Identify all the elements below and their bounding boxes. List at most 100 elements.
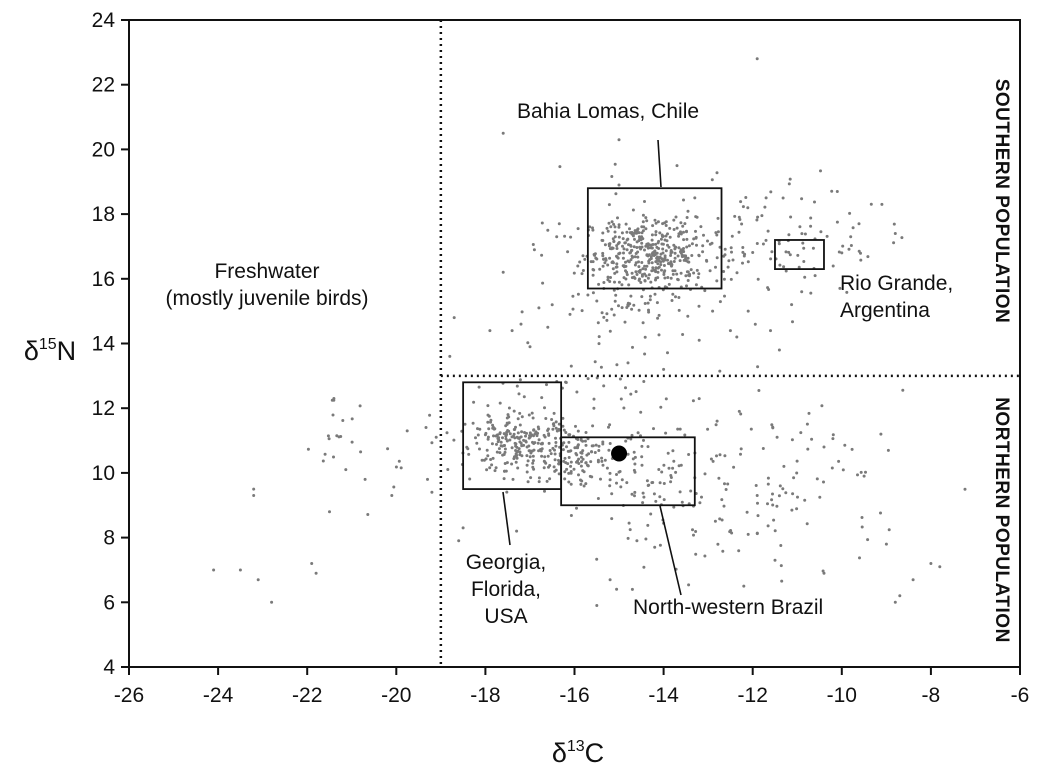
data-point [314,571,318,575]
data-point [662,482,666,485]
data-point [665,239,669,243]
data-point [589,460,593,464]
data-point [323,452,327,456]
data-point [850,447,854,451]
data-point [543,455,547,459]
data-point [575,460,578,464]
data-point [700,495,703,499]
data-point [628,528,632,532]
data-point [856,473,859,477]
data-point [601,251,605,255]
data-point [685,237,689,241]
data-point [448,354,452,358]
data-point [631,345,634,349]
data-point [600,311,604,315]
data-point [679,271,683,275]
data-point [685,245,689,249]
data-point [657,247,661,250]
data-point [938,565,942,569]
data-point [598,267,602,271]
region-box [586,187,723,290]
data-point [695,243,698,247]
data-point [687,453,691,456]
data-point [610,247,614,251]
data-point [626,452,630,456]
data-point [723,482,726,486]
data-point [617,252,621,256]
data-point [605,226,609,230]
data-point [516,417,520,421]
data-point [646,246,650,250]
data-point [512,428,516,431]
data-point [629,251,633,254]
data-point [646,276,650,280]
data-point [605,466,609,470]
data-point [537,476,541,480]
data-point [664,220,668,224]
data-point [715,171,719,175]
data-point [647,483,651,487]
data-point [494,466,498,470]
data-point [525,454,529,458]
data-point [784,269,788,273]
data-point [769,190,773,194]
data-point [720,498,724,502]
data-point [810,437,814,441]
data-point [672,459,676,463]
data-point [686,279,690,282]
data-point [635,240,639,244]
data-point [498,401,502,405]
x-tick-label: -6 [1011,684,1030,707]
annotation-georgia-florida-line: Georgia, [466,551,547,574]
data-point [569,514,573,517]
data-point [589,260,593,264]
annotation-bahia-lomas-line: Bahia Lomas, Chile [517,100,699,123]
data-point [554,426,558,430]
data-point [644,267,648,271]
data-point [506,429,510,432]
data-point [657,259,661,263]
data-point [584,482,588,486]
data-point [777,494,781,498]
data-point [557,222,561,226]
data-point [328,510,331,514]
data-point [645,264,649,268]
data-point [606,229,610,233]
data-point [613,235,617,239]
data-point [864,470,867,474]
data-point [831,437,835,441]
data-point [615,363,619,367]
data-point [546,454,550,458]
data-point [569,364,573,368]
data-point [729,246,733,250]
data-point [594,443,598,447]
data-point [488,466,492,470]
data-point [567,440,571,444]
data-point [788,253,792,257]
data-point [771,426,775,430]
data-point [583,439,587,443]
data-point [862,474,866,478]
leader-line [657,139,662,188]
data-point [617,138,621,142]
data-point [399,466,403,470]
data-point [789,215,793,219]
data-point [733,214,737,218]
data-point [657,265,661,269]
data-point [702,233,705,237]
data-point [612,288,616,292]
data-point [627,521,631,525]
data-point [489,420,492,424]
data-point [601,463,605,467]
data-point [692,271,696,275]
data-point [703,554,707,558]
data-point [516,466,520,470]
data-point [763,205,767,209]
data-point [586,293,590,297]
data-point [557,472,561,476]
data-point [591,424,595,428]
x-tick-label: -14 [648,684,679,707]
data-point [633,237,636,241]
data-point [644,537,648,541]
data-point [563,456,567,460]
